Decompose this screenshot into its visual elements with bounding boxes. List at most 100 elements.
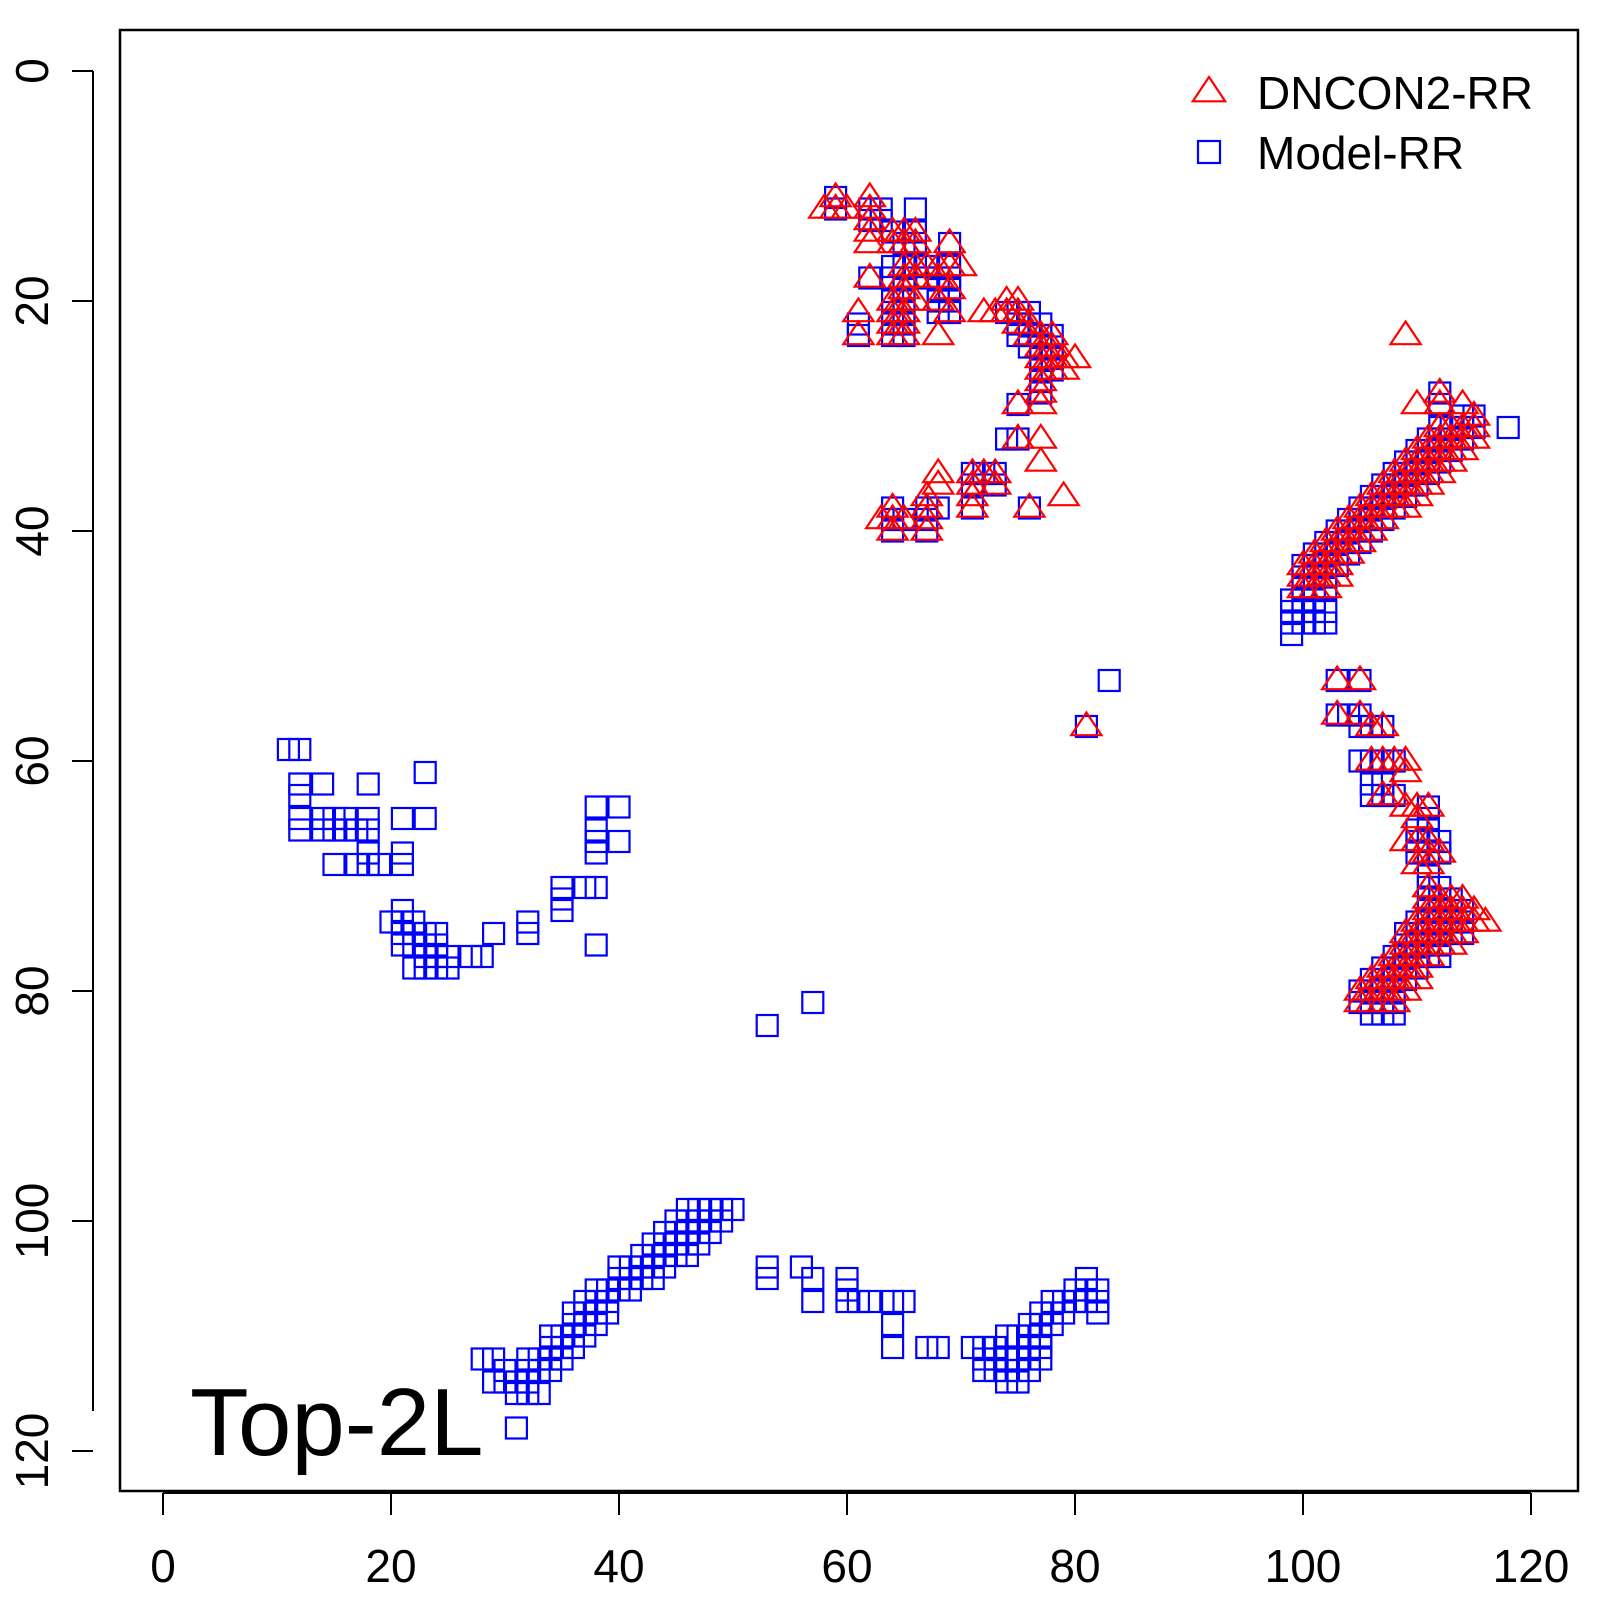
series-model-rr	[276, 185, 1520, 1440]
dncon2-rr-point	[1388, 756, 1423, 783]
x-tick-label: 40	[593, 1540, 644, 1592]
dncon2-rr-point	[1057, 342, 1093, 369]
model-rr-point	[801, 990, 825, 1015]
dncon2-rr-point	[955, 492, 990, 518]
model-rr-point	[288, 783, 312, 808]
model-rr-point	[721, 1197, 745, 1222]
dncon2-rr-point	[909, 503, 944, 530]
dncon2-rr-point	[1342, 699, 1378, 725]
dncon2-rr-point	[1422, 377, 1457, 403]
model-rr-point	[1382, 1002, 1406, 1026]
dncon2-rr-point	[1434, 929, 1469, 955]
dncon2-rr-point	[1023, 388, 1058, 415]
dncon2-rr-point	[898, 216, 933, 242]
dncon2-rr-point	[1411, 791, 1446, 817]
dncon2-rr-point	[1308, 572, 1343, 599]
legend: DNCON2-RR Model-RR	[1190, 67, 1533, 179]
legend-square-icon	[1196, 139, 1222, 165]
dncon2-rr-point	[1456, 423, 1492, 449]
dncon2-rr-point	[852, 262, 887, 288]
dncon2-rr-point	[1320, 549, 1355, 576]
y-tick-label: 0	[6, 58, 58, 84]
model-rr-point	[1279, 622, 1304, 647]
legend-item: Model-RR	[1196, 127, 1464, 179]
dncon2-rr-point	[909, 515, 944, 541]
dncon2-rr-point	[1069, 710, 1104, 737]
model-rr-point	[892, 1289, 916, 1314]
dncon2-rr-point	[1388, 745, 1423, 771]
dncon2-rr-point	[1000, 296, 1036, 323]
dncon2-rr-point	[1365, 503, 1400, 530]
model-rr-point	[584, 875, 608, 900]
model-rr-point	[801, 1266, 825, 1291]
model-rr-point	[1074, 714, 1099, 739]
dncon2-rr-point	[1434, 446, 1469, 472]
model-rr-point	[1428, 944, 1452, 969]
model-rr-point	[1314, 611, 1338, 635]
dncon2-rr-point	[1399, 480, 1435, 507]
model-rr-point	[926, 1335, 950, 1360]
dncon2-rr-point	[1399, 963, 1435, 990]
y-tick-label: 120	[6, 1413, 58, 1490]
model-rr-point	[390, 841, 414, 865]
x-tick-label: 80	[1049, 1540, 1100, 1592]
dncon2-rr-point	[921, 319, 956, 346]
model-rr-point	[1029, 1347, 1053, 1371]
model-rr-point	[858, 266, 882, 290]
dncon2-rr-point	[978, 457, 1013, 484]
legend-item: DNCON2-RR	[1190, 67, 1533, 119]
y-tick-label: 60	[6, 735, 58, 786]
model-rr-point	[311, 772, 335, 796]
model-rr-point	[880, 1335, 905, 1360]
model-rr-point	[1496, 415, 1520, 440]
dncon2-rr-point	[1000, 423, 1036, 449]
model-rr-point	[880, 1312, 905, 1337]
model-rr-point	[527, 1381, 551, 1406]
dncon2-rr-point	[886, 308, 922, 334]
dncon2-rr-point	[1456, 894, 1492, 921]
model-rr-point	[390, 806, 414, 831]
x-tick-label: 0	[150, 1540, 176, 1592]
y-tick-label: 80	[6, 965, 58, 1016]
model-rr-point	[288, 818, 312, 842]
model-rr-point	[516, 921, 540, 946]
legend-label: DNCON2-RR	[1257, 67, 1533, 119]
model-rr-point	[801, 1289, 825, 1314]
dncon2-rr-point	[1377, 779, 1412, 806]
model-rr-point	[755, 1266, 779, 1291]
model-rr-point	[356, 806, 380, 831]
dncon2-rr-point	[1320, 664, 1355, 691]
model-rr-point	[1097, 668, 1121, 693]
model-rr-point	[356, 772, 380, 796]
dncon2-rr-point	[1388, 975, 1423, 1001]
model-rr-point	[1074, 1266, 1099, 1291]
model-rr-point	[584, 795, 608, 819]
dncon2-rr-point	[818, 181, 853, 208]
dncon2-rr-point	[886, 319, 922, 346]
dncon2-rr-point	[1388, 319, 1423, 346]
dncon2-rr-point	[921, 469, 956, 495]
dncon2-rr-point	[1468, 906, 1503, 932]
dncon2-rr-point	[1012, 492, 1047, 518]
dncon2-rr-point	[1399, 952, 1435, 978]
y-tick-label: 40	[6, 505, 58, 556]
dncon2-rr-point	[841, 319, 876, 346]
x-tick-label: 100	[1265, 1540, 1342, 1592]
dncon2-rr-point	[1422, 837, 1457, 863]
dncon2-rr-point	[1377, 986, 1412, 1013]
dncon2-rr-point	[978, 469, 1013, 495]
model-rr-point	[356, 841, 380, 865]
x-tick-label: 60	[821, 1540, 872, 1592]
x-tick-label: 120	[1493, 1540, 1570, 1592]
model-rr-point	[288, 737, 312, 762]
dncon2-rr-point	[1012, 308, 1047, 334]
dncon2-rr-point	[1445, 434, 1480, 461]
model-rr-point	[755, 1013, 779, 1038]
model-rr-point	[960, 496, 985, 520]
dncon2-rr-point	[1411, 469, 1446, 495]
dncon2-rr-point	[1046, 480, 1081, 507]
model-rr-point	[1086, 1289, 1110, 1314]
x-tick-label: 20	[365, 1540, 416, 1592]
legend-label: Model-RR	[1257, 127, 1464, 179]
